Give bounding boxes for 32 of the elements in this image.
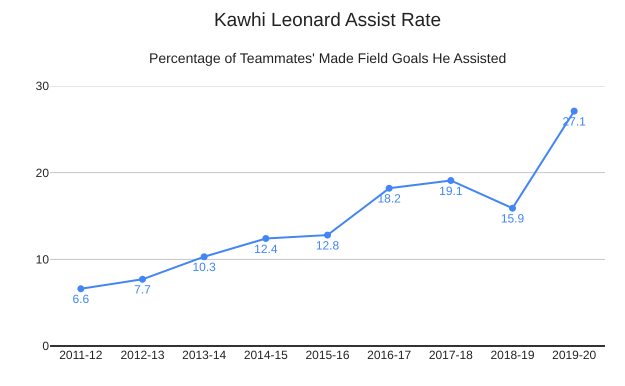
point [447,176,454,184]
data-label: 6.6 [72,292,90,306]
point [200,253,208,260]
x-tick-label: 2019-20 [552,348,597,362]
y-tick-label: 30 [36,79,50,94]
y-tick-label: 20 [36,166,50,180]
y-tick-label: 10 [36,252,50,267]
x-tick-label: 2011-12 [59,348,103,362]
x-tick-label: 2012-13 [120,348,165,362]
data-label: 7.7 [134,282,152,297]
x-tick-label: 2016-17 [367,348,412,362]
point [386,184,393,192]
point [570,108,578,115]
point [139,276,146,283]
y-tick-label: 0 [42,339,50,354]
point [77,285,84,292]
data-label: 19.1 [439,184,463,198]
data-label: 18.2 [377,192,402,206]
x-tick-label: 2017-18 [428,348,474,362]
x-tick-label: 2018-19 [490,348,535,362]
data-label: 10.3 [192,260,216,274]
x-tick-label: 2015-16 [305,348,350,362]
chart-title: Kawhi Leonard Assist Rate [214,10,442,31]
data-label: 12.4 [254,242,278,256]
point [509,204,516,212]
x-tick-label: 2014-15 [244,348,288,362]
data-label: 12.8 [316,238,340,252]
chart-subtitle: Percentage of Teammates' Made Field Goals He Assisted [149,50,506,66]
point [324,232,331,239]
point [262,235,270,242]
data-label: 15.9 [500,212,524,226]
x-tick-label: 2013-14 [182,348,227,362]
